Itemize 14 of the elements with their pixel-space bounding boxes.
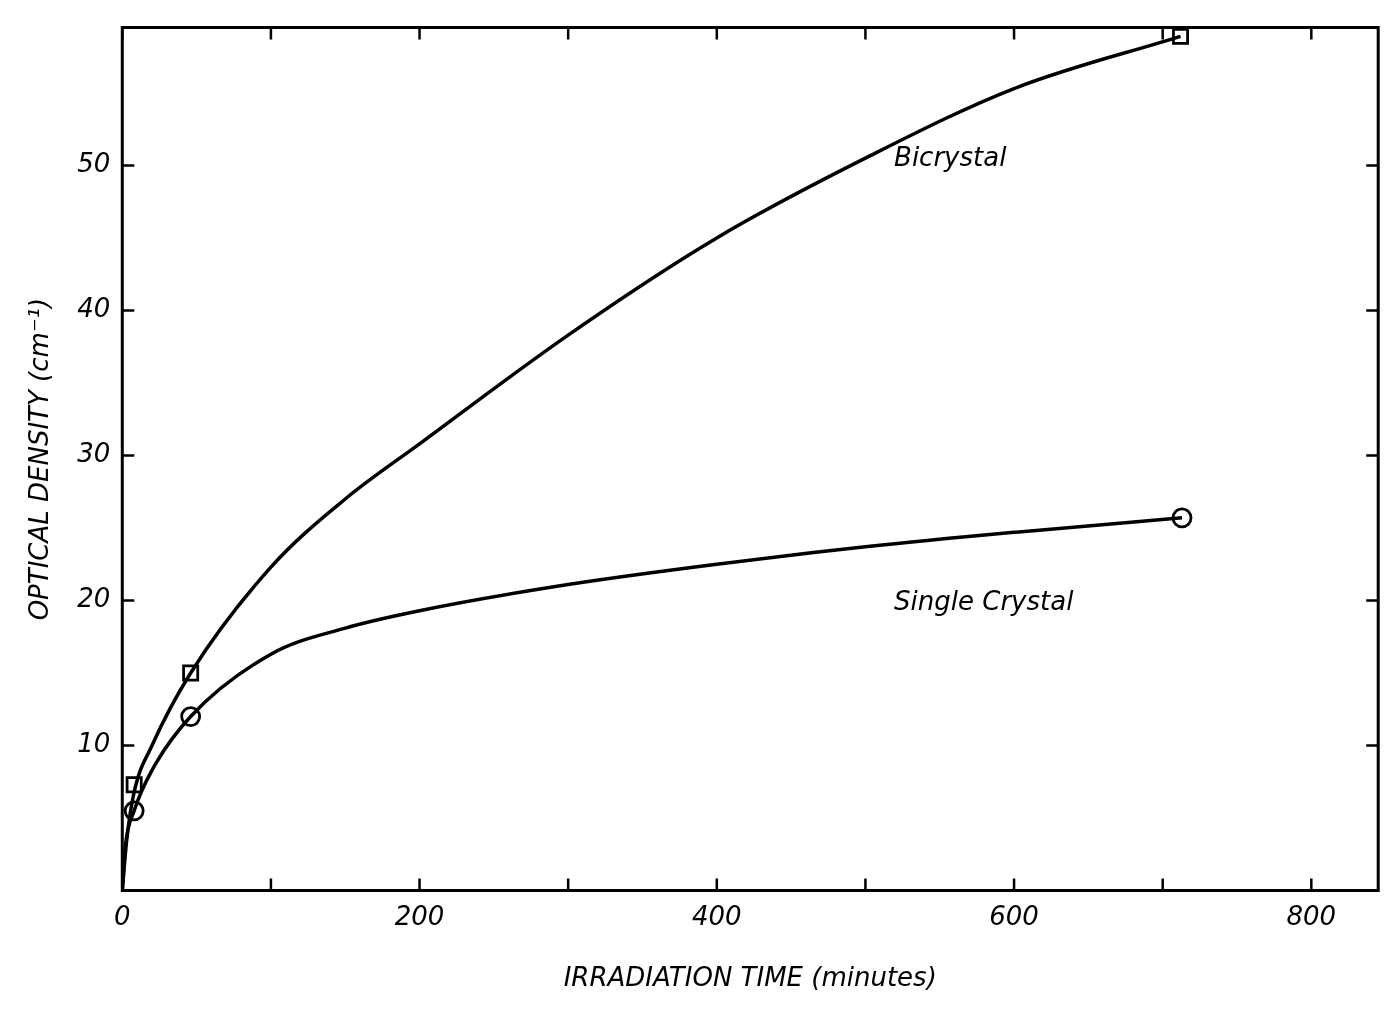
y-tick-label: 50 <box>77 148 111 179</box>
x-tick-label: 0 <box>114 900 131 931</box>
series-label: Bicrystal <box>894 142 1008 173</box>
x-axis-title: IRRADIATION TIME (minutes) <box>563 962 937 993</box>
x-tick-label: 200 <box>394 900 445 931</box>
y-tick-label: 40 <box>77 293 111 324</box>
x-tick-label: 400 <box>691 900 742 931</box>
series-label: Single Crystal <box>894 586 1075 617</box>
x-tick-label: 800 <box>1286 900 1337 931</box>
y-tick-label: 30 <box>77 438 111 469</box>
y-axis-title: OPTICAL DENSITY (cm⁻¹) <box>24 297 55 621</box>
y-tick-label: 20 <box>77 583 111 614</box>
x-tick-label: 600 <box>989 900 1039 931</box>
y-tick-label: 10 <box>77 728 111 759</box>
